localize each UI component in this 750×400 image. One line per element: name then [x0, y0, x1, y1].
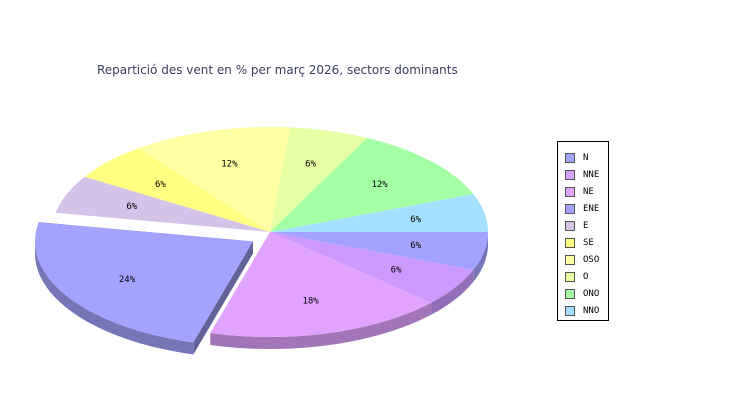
legend-label: ENE [583, 203, 600, 214]
legend-item-ene: ENE [558, 200, 608, 217]
pie-slice-oso [138, 126, 291, 232]
slice-label-ono: 12% [371, 180, 388, 190]
pie-side-ne [210, 302, 432, 349]
legend-item-nne: NNE [558, 166, 608, 183]
slice-label-se: 6% [155, 180, 166, 190]
slice-label-ne: 18% [302, 297, 319, 307]
legend-label: NE [583, 186, 594, 197]
pie-side-ene [35, 241, 194, 355]
slice-label-n: 6% [410, 241, 421, 251]
pie-slice-se [84, 148, 270, 232]
legend-item-nno: NNO [558, 302, 608, 319]
legend-swatch [565, 186, 575, 197]
legend-swatch [565, 254, 575, 265]
legend-swatch [565, 152, 575, 163]
legend-item-se: SE [558, 234, 608, 251]
legend-item-n: N [558, 149, 608, 166]
legend-swatch [565, 237, 575, 248]
slice-label-oso: 12% [221, 159, 238, 169]
legend-item-o: O [558, 268, 608, 285]
legend-item-ne: NE [558, 183, 608, 200]
slice-label-nne: 6% [391, 266, 402, 276]
pie-slice-nno [270, 194, 488, 232]
legend-swatch [565, 169, 575, 180]
slice-label-ene: 24% [119, 275, 136, 285]
legend-label: NNE [583, 169, 600, 180]
slice-label-o: 6% [305, 159, 316, 169]
legend-label: E [583, 220, 589, 231]
pie-side-nne [431, 269, 474, 315]
slice-label-bg-nno [407, 212, 424, 225]
slice-label-bg-ene [116, 273, 138, 286]
legend-swatch [565, 203, 575, 214]
chart-title: Repartició des vent en % per març 2026, … [97, 63, 458, 77]
pie-slice-nne [270, 232, 474, 303]
slice-label-bg-e [123, 200, 140, 213]
pie-side-n [473, 232, 488, 282]
legend-label: OSO [583, 254, 600, 265]
pie-edge-ene-0 [193, 241, 253, 355]
slice-label-bg-ono [368, 177, 391, 190]
slice-label-bg-nne [388, 263, 404, 276]
legend-swatch [565, 220, 575, 231]
legend: N NNE NE ENE E SE OSO O ONO NNO [557, 141, 609, 321]
slice-label-bg-se [152, 177, 169, 190]
pie-slice-n [270, 232, 488, 270]
legend-label: SE [583, 237, 594, 248]
slice-label-e: 6% [126, 202, 137, 212]
legend-label: O [583, 271, 589, 282]
legend-label: NNO [583, 305, 600, 316]
pie-slice-ene [34, 222, 253, 343]
legend-swatch [565, 305, 575, 316]
legend-swatch [565, 288, 575, 299]
legend-label: N [583, 152, 589, 163]
slice-label-bg-ne [299, 294, 322, 307]
slice-label-bg-n [407, 239, 424, 252]
pie-slice-ne [210, 232, 432, 338]
slice-label-bg-oso [218, 157, 241, 170]
legend-swatch [565, 271, 575, 282]
legend-item-e: E [558, 217, 608, 234]
slice-label-nno: 6% [410, 215, 421, 225]
pie-slice-e [55, 176, 271, 232]
slice-label-bg-o [302, 157, 319, 170]
pie-slice-o [270, 127, 368, 232]
legend-label: ONO [583, 288, 600, 299]
legend-item-ono: ONO [558, 285, 608, 302]
legend-item-oso: OSO [558, 251, 608, 268]
